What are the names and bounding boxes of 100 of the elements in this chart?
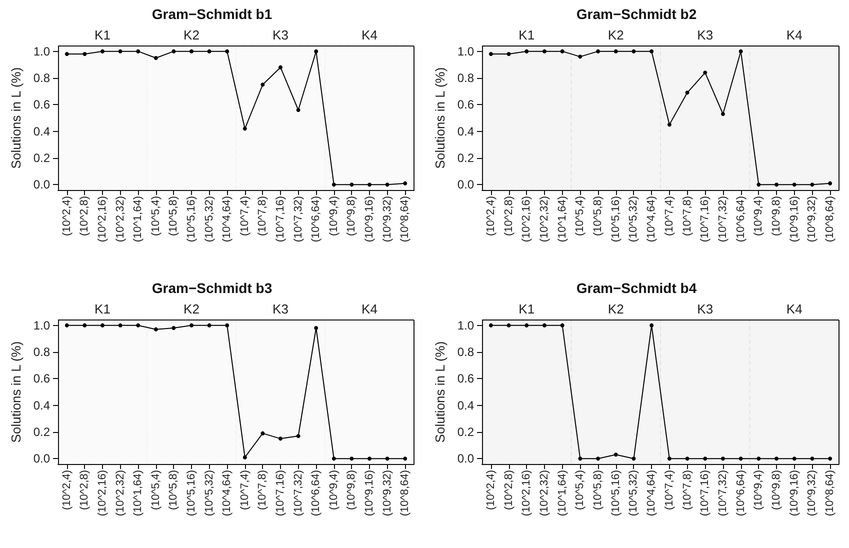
band-label: K3 [272, 302, 288, 316]
point [190, 49, 194, 54]
point [296, 434, 300, 438]
x-tick-label: (10^7,8) [256, 196, 269, 236]
y-tick-label: 0.2 [33, 151, 50, 165]
x-tick-label: (10^7,4) [238, 470, 251, 510]
point [332, 456, 336, 461]
x-tick-label: (10^5,16) [186, 196, 198, 242]
point [314, 49, 318, 54]
y-tick-label: 0.0 [33, 178, 50, 192]
x-tick-label: (10^8,64) [824, 470, 836, 516]
x-tick-label: (10^5,32) [628, 470, 640, 516]
y-tick-label: 0.4 [33, 398, 50, 412]
band-label: K2 [184, 302, 200, 316]
y-axis-title: Solutions in L (%) [8, 67, 24, 169]
y-tick-label: 0.6 [33, 98, 50, 112]
y-tick-label: 0.8 [457, 71, 474, 85]
point [542, 323, 546, 328]
x-tick-label: (10^7,16) [699, 470, 712, 516]
point [260, 431, 265, 436]
x-tick-label: (10^7,16) [274, 470, 286, 516]
point [632, 49, 636, 54]
point [596, 49, 600, 54]
x-tick-label: (10^2,4) [484, 196, 497, 236]
point [756, 182, 761, 187]
y-tick-label: 0.8 [457, 345, 474, 359]
band-label: K4 [362, 302, 378, 316]
x-tick-label: (10^7,4) [663, 470, 676, 510]
point [207, 323, 212, 328]
point [614, 49, 618, 54]
band-label: K1 [94, 28, 110, 42]
y-axis-title: Solutions in L (%) [8, 341, 24, 443]
band-label: K3 [697, 302, 714, 316]
point [488, 52, 493, 56]
point [720, 456, 725, 461]
point [136, 323, 140, 328]
band-label: K2 [184, 28, 200, 42]
y-tick-label: 0.6 [33, 372, 50, 386]
point [596, 456, 600, 461]
x-tick-label: (10^5,32) [203, 470, 216, 516]
x-tick-label: (10^9,8) [770, 196, 783, 236]
y-tick-label: 0.4 [33, 124, 50, 138]
point [632, 456, 636, 461]
point [578, 456, 582, 461]
point [100, 323, 104, 328]
point [810, 182, 814, 187]
x-tick-label: (10^5,4) [574, 196, 586, 236]
point [385, 456, 390, 461]
point [154, 56, 158, 60]
band-label: K3 [697, 28, 714, 42]
x-tick-label: (10^7,4) [238, 196, 251, 236]
point [774, 182, 779, 187]
x-tick-label: (10^4,64) [221, 470, 234, 516]
x-tick-label: (10^6,64) [734, 470, 747, 516]
x-tick-label: (10^2,16) [96, 470, 108, 516]
band-label: K2 [608, 302, 624, 316]
x-tick-label: (10^9,32) [381, 196, 394, 242]
x-tick-label: (10^5,16) [610, 196, 622, 242]
x-tick-label: (10^7,32) [716, 470, 729, 516]
y-tick-label: 0.8 [33, 71, 50, 85]
band-label: K1 [518, 302, 535, 316]
x-tick-label: (10^5,8) [168, 196, 180, 236]
x-tick-label: (10^5,32) [628, 196, 640, 242]
point [82, 323, 87, 328]
point [242, 455, 247, 460]
point [560, 49, 564, 54]
y-axis-title: Solutions in L (%) [432, 341, 448, 443]
point [368, 456, 372, 461]
x-tick-label: (10^5,4) [150, 196, 162, 236]
y-tick-label: 0.4 [457, 398, 474, 412]
band-label: K3 [272, 28, 288, 42]
point [810, 456, 814, 461]
point [506, 52, 511, 56]
x-tick-label: (10^7,8) [256, 470, 269, 510]
x-tick-label: (10^9,4) [328, 470, 340, 510]
y-tick-label: 0.0 [457, 452, 474, 466]
x-tick-label: (10^7,16) [699, 196, 712, 242]
y-tick-label: 1.0 [457, 318, 474, 332]
point [242, 126, 247, 131]
x-tick-label: (10^2,8) [502, 470, 515, 510]
x-tick-label: (10^9,32) [806, 196, 818, 242]
x-tick-label: (10^9,32) [806, 470, 818, 516]
y-tick-label: 1.0 [33, 318, 50, 332]
x-tick-label: (10^9,8) [346, 470, 358, 510]
point [296, 108, 300, 112]
x-tick-label: (10^9,4) [328, 196, 340, 236]
x-tick-label: (10^2,32) [538, 470, 550, 516]
point [650, 323, 654, 328]
x-tick-label: (10^2,16) [520, 196, 533, 242]
x-tick-label: (10^6,64) [734, 196, 747, 242]
chart-title: Gram−Schmidt b4 [576, 280, 697, 296]
point [560, 323, 564, 328]
x-tick-label: (10^7,16) [274, 196, 286, 242]
band-label: K1 [94, 302, 110, 316]
x-tick-label: (10^2,32) [114, 470, 126, 516]
point [190, 323, 194, 328]
x-tick-label: (10^9,32) [381, 470, 394, 516]
x-tick-label: (10^7,8) [681, 196, 694, 236]
point [225, 49, 230, 54]
point [506, 323, 511, 328]
